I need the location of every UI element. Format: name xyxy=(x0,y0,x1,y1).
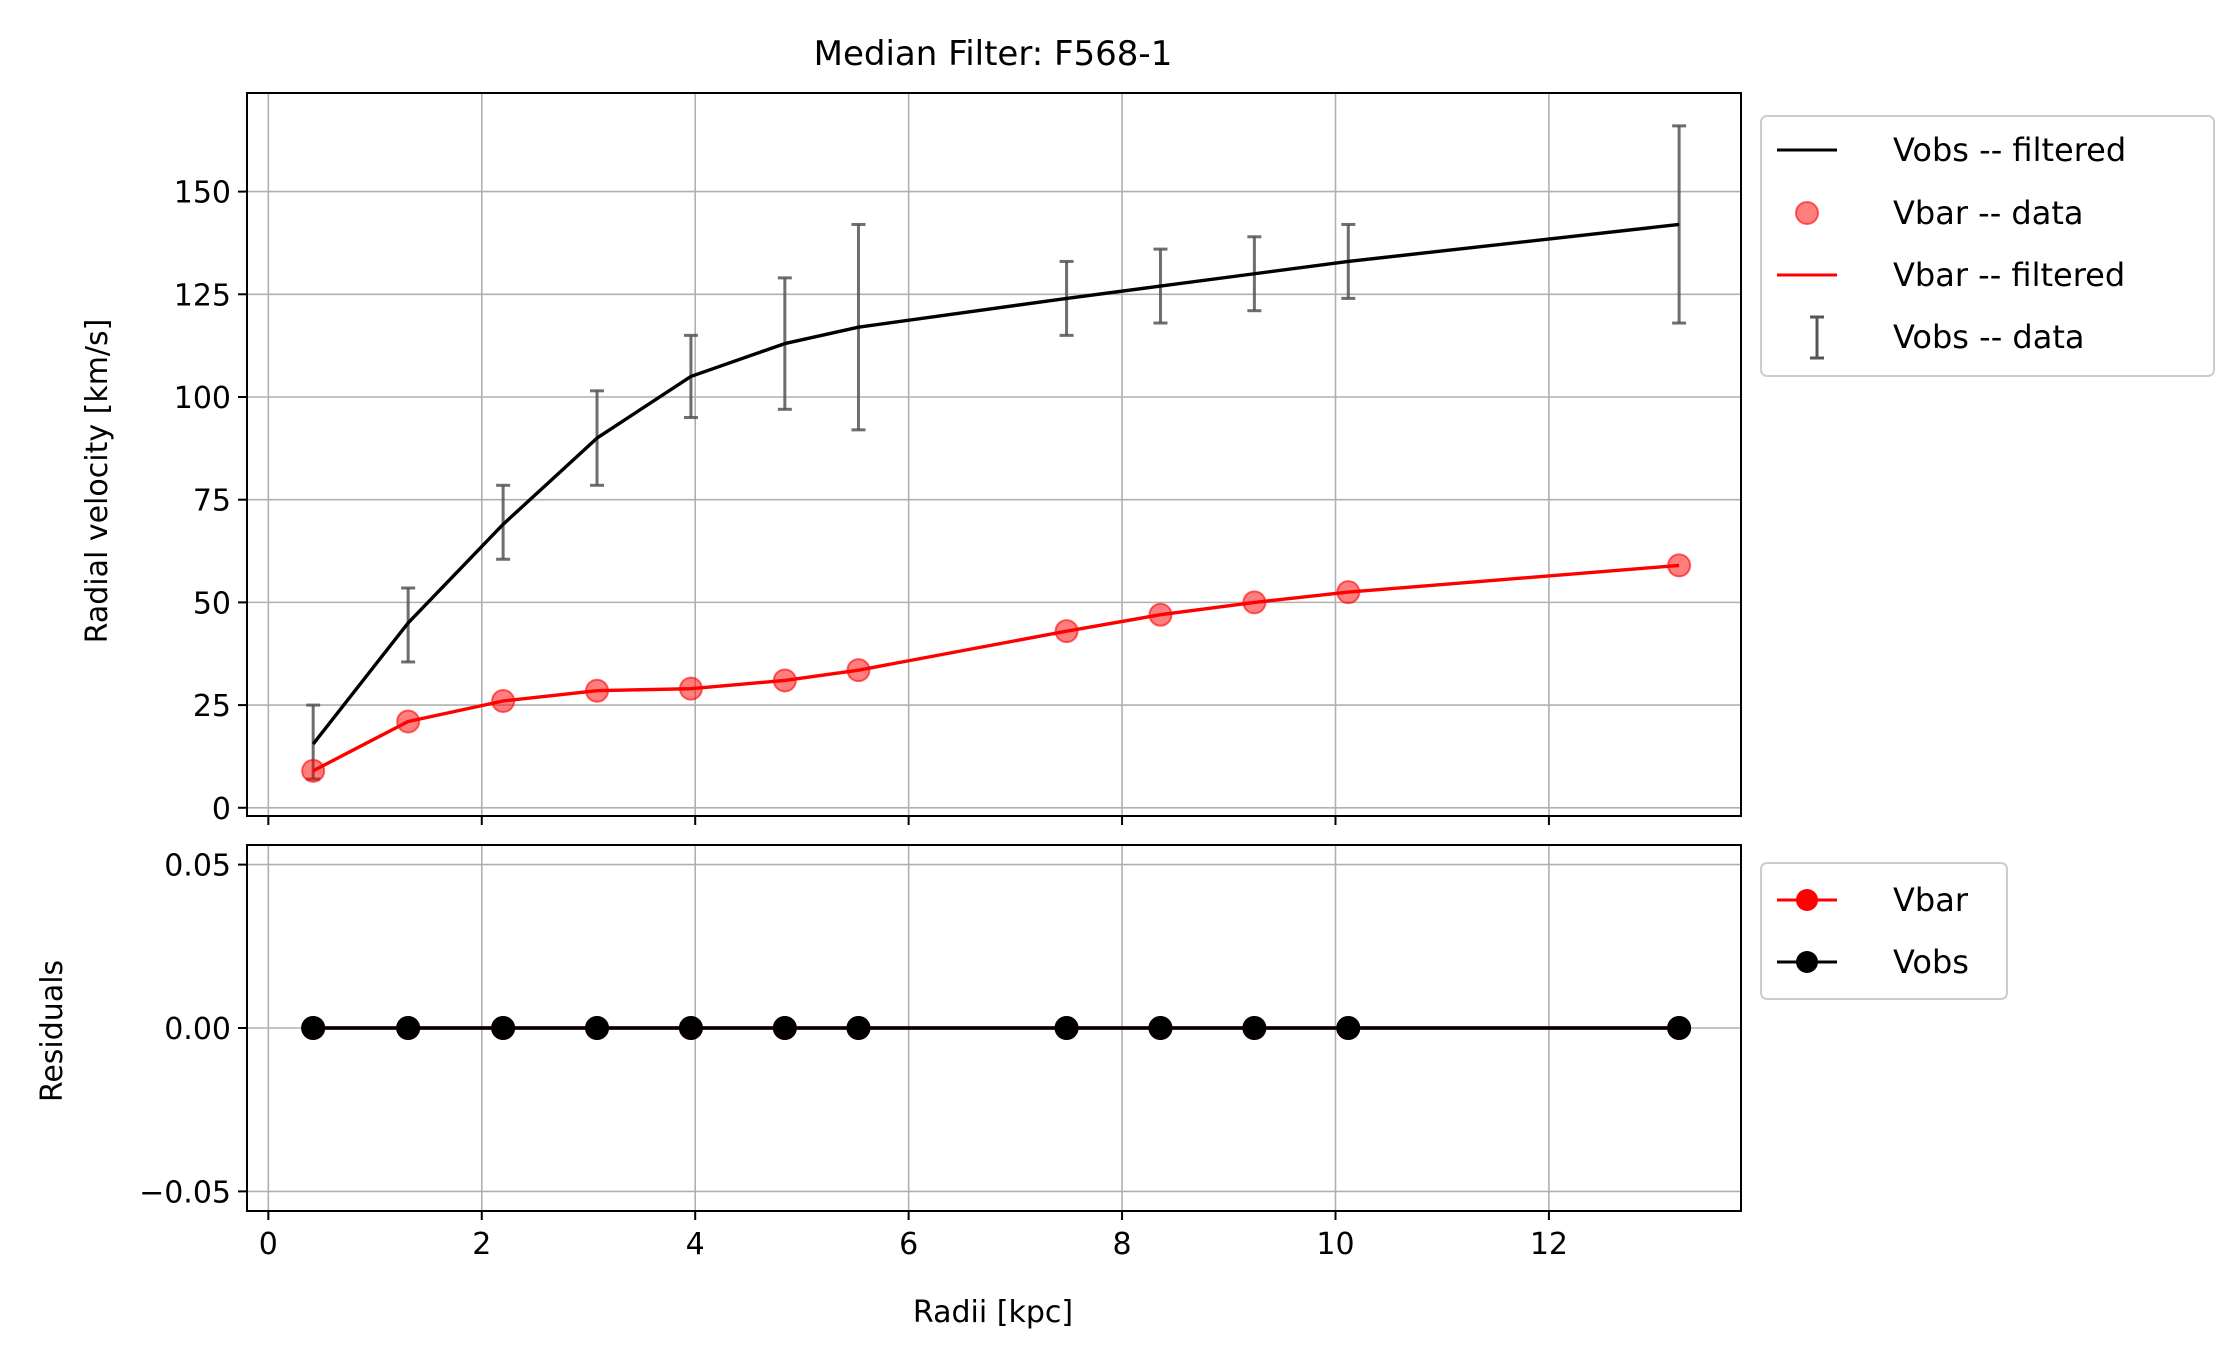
top-y-tick-label-0: 0 xyxy=(212,792,231,827)
vbar-data-point-4 xyxy=(678,676,703,701)
top-y-axis-label: Radial velocity [km/s] xyxy=(80,319,115,644)
legend-vobs-data-label: Vobs -- data xyxy=(1893,318,2084,356)
top-panel: 0 25 50 75 100 125 150 Radial velocity [km/s] xyxy=(80,92,1742,827)
vbar-data-point-6 xyxy=(846,658,871,683)
residual-vobs-point-8 xyxy=(1148,1016,1173,1040)
vbar-data-points xyxy=(301,553,1692,783)
legend-vbar-data-marker xyxy=(1795,201,1819,225)
x-tick-label-6: 6 xyxy=(899,1227,918,1262)
x-tick-label-10: 10 xyxy=(1316,1227,1354,1262)
residual-vobs-point-4 xyxy=(678,1016,703,1040)
top-legend: Vobs -- filtered Vbar -- data Vbar -- fi… xyxy=(1760,115,2215,377)
bottom-panel: 0 2 4 6 8 10 12 −0.05 0.00 0.05 Residuals Radii [… xyxy=(35,844,1742,1330)
legend-vbar-data-label: Vbar -- data xyxy=(1893,194,2083,232)
legend-vobs-data-errorbar xyxy=(1810,315,1824,360)
vbar-data-point-2 xyxy=(491,688,516,713)
bottom-points xyxy=(301,1016,1692,1040)
residual-vobs-point-11 xyxy=(1667,1016,1692,1040)
top-lines xyxy=(311,222,1680,773)
bottom-axis-ticks: 0 2 4 6 8 10 12 −0.05 0.00 0.05 xyxy=(139,849,1568,1262)
legend-vbar-marker xyxy=(1796,889,1818,911)
legend-vobs-marker xyxy=(1796,951,1818,973)
top-y-tick-label-50: 50 xyxy=(193,586,231,621)
residual-vobs-point-0 xyxy=(301,1016,326,1040)
top-axes-frame xyxy=(246,92,1742,817)
top-y-tick-label-100: 100 xyxy=(174,381,231,416)
top-axis-ticks: 0 25 50 75 100 125 150 xyxy=(174,176,1550,827)
bottom-y-tick-label-1: 0.00 xyxy=(164,1012,231,1047)
residual-vobs-point-5 xyxy=(772,1016,797,1040)
top-legend-box xyxy=(1760,115,2215,377)
vbar-data-point-7 xyxy=(1054,619,1079,644)
vbar-filtered-line xyxy=(312,563,1680,773)
top-y-tick-label-25: 25 xyxy=(193,689,231,724)
top-y-tick-label-125: 125 xyxy=(174,278,231,313)
legend-vobs-label: Vobs xyxy=(1893,943,1969,981)
legend-vobs-filtered-label: Vobs -- filtered xyxy=(1893,131,2126,169)
legend-vbar-label: Vbar xyxy=(1893,881,1969,919)
vbar-data-point-1 xyxy=(396,709,421,734)
x-tick-label-4: 4 xyxy=(686,1227,705,1262)
residual-vobs-point-1 xyxy=(396,1016,421,1040)
x-tick-label-8: 8 xyxy=(1113,1227,1132,1262)
x-tick-label-12: 12 xyxy=(1530,1227,1568,1262)
bottom-legend: Vbar Vobs xyxy=(1760,862,2008,1000)
x-tick-label-0: 0 xyxy=(259,1227,278,1262)
top-y-tick-label-75: 75 xyxy=(193,484,231,519)
residual-vobs-point-9 xyxy=(1242,1016,1267,1040)
vbar-data-point-9 xyxy=(1242,590,1267,615)
bottom-legend-box xyxy=(1760,862,2008,1000)
legend-vbar-filtered-label: Vbar -- filtered xyxy=(1893,256,2125,294)
top-y-tick-label-150: 150 xyxy=(174,176,231,211)
residual-vobs-point-2 xyxy=(491,1016,516,1040)
vbar-data-point-8 xyxy=(1148,602,1173,627)
residual-vobs-point-10 xyxy=(1336,1016,1361,1040)
bottom-y-tick-label-0: −0.05 xyxy=(139,1175,231,1210)
residual-vobs-point-3 xyxy=(585,1016,610,1040)
bottom-y-axis-label: Residuals xyxy=(35,960,70,1102)
residual-vobs-point-7 xyxy=(1054,1016,1079,1040)
bottom-y-tick-label-2: 0.05 xyxy=(164,849,231,884)
chart-title: Median Filter: F568-1 xyxy=(814,34,1173,74)
residual-vobs-point-6 xyxy=(846,1016,871,1040)
vbar-data-point-5 xyxy=(772,668,797,693)
vbar-data-point-0 xyxy=(301,758,326,783)
x-tick-label-2: 2 xyxy=(472,1227,491,1262)
vbar-data-point-10 xyxy=(1336,580,1361,605)
x-axis-label: Radii [kpc] xyxy=(913,1295,1073,1330)
vobs-filtered-line xyxy=(311,222,1680,746)
vbar-data-point-11 xyxy=(1667,553,1692,578)
bottom-axes-frame xyxy=(246,844,1742,1212)
vbar-data-point-3 xyxy=(585,678,610,703)
